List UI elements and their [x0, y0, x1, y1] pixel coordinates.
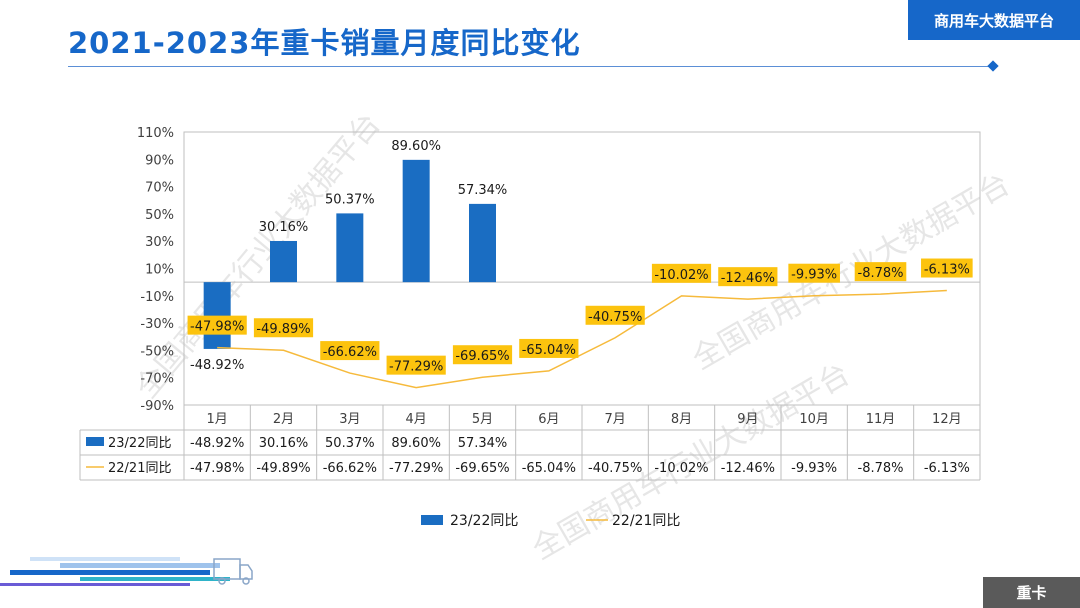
x-tick-label: 10月: [799, 412, 829, 427]
line-label-box: [585, 305, 645, 325]
line-data-label: -6.13%: [924, 263, 970, 278]
legend-key-bar: [86, 437, 104, 446]
line-data-label: -49.89%: [256, 322, 310, 337]
table-cell: -49.89%: [256, 461, 310, 476]
table-cell: -10.02%: [654, 461, 708, 476]
line-data-label: -8.78%: [858, 266, 904, 281]
table-cell: -8.78%: [858, 461, 904, 476]
line-data-label: -10.02%: [654, 268, 708, 283]
table-cell: -77.29%: [389, 461, 443, 476]
y-tick-label: -10%: [140, 290, 174, 305]
x-tick-label: 4月: [406, 412, 427, 427]
legend-label: 22/21同比: [612, 513, 680, 529]
table-row-header: 23/22同比: [108, 436, 171, 451]
line-data-label: -9.93%: [791, 268, 837, 283]
y-tick-label: -50%: [140, 344, 174, 359]
bar-data-label: 50.37%: [325, 192, 375, 207]
y-tick-label: 50%: [145, 208, 174, 223]
legend-label: 23/22同比: [450, 513, 518, 529]
line-label-box: [320, 341, 380, 361]
page-title: 2021-2023年重卡销量月度同比变化: [68, 26, 581, 60]
x-tick-label: 2月: [273, 412, 294, 427]
brand-badge: 商用车大数据平台: [908, 0, 1080, 40]
y-tick-label: 90%: [145, 153, 174, 168]
bar: [270, 240, 297, 283]
x-tick-label: 6月: [538, 412, 559, 427]
table-cell: -69.65%: [455, 461, 509, 476]
table-cell: 50.37%: [325, 436, 375, 451]
line-label-box: [253, 318, 314, 338]
line-data-label: -66.62%: [323, 345, 377, 360]
y-tick-label: 110%: [137, 126, 174, 141]
x-tick-label: 1月: [207, 412, 228, 427]
table-cell: -9.93%: [791, 461, 837, 476]
title-divider: [68, 66, 994, 67]
y-tick-label: -30%: [140, 317, 174, 332]
x-tick-label: 9月: [737, 412, 758, 427]
line-label-box: [187, 315, 247, 335]
category-tag: 重卡: [983, 577, 1080, 608]
y-tick-label: -70%: [140, 372, 174, 387]
truck-stripes-decoration: [0, 557, 253, 586]
bar-data-label: 57.34%: [458, 183, 508, 198]
bar: [336, 213, 364, 283]
line-label-box: [788, 263, 840, 283]
y-tick-label: 10%: [145, 263, 174, 278]
truck-icon: [213, 558, 253, 585]
x-tick-label: 11月: [866, 412, 896, 427]
bar: [469, 203, 496, 283]
bar: [402, 159, 430, 283]
table-cell: -47.98%: [190, 461, 244, 476]
line-label-box: [386, 355, 446, 375]
table-cell: -65.04%: [522, 461, 576, 476]
x-tick-label: 3月: [339, 412, 360, 427]
legend-key-bar: [421, 515, 443, 525]
table-row-header: 22/21同比: [108, 461, 171, 476]
line-series: [217, 289, 947, 389]
line-label-box: [921, 258, 973, 278]
line-data-label: -40.75%: [588, 310, 642, 325]
x-tick-label: 12月: [932, 412, 962, 427]
line-label-box: [519, 338, 579, 358]
table-cell: -12.46%: [721, 461, 775, 476]
line-label-box: [452, 345, 513, 365]
x-tick-label: 7月: [605, 412, 626, 427]
table-cell: -6.13%: [924, 461, 970, 476]
x-tick-label: 5月: [472, 412, 493, 427]
line-data-label: -12.46%: [721, 271, 775, 286]
bar-data-label: -48.92%: [190, 358, 244, 373]
line-label-box: [718, 267, 778, 287]
table-cell: -66.62%: [323, 461, 377, 476]
line-label-box: [651, 263, 712, 283]
table-cell: 89.60%: [391, 436, 441, 451]
table-cell: -40.75%: [588, 461, 642, 476]
y-tick-label: 30%: [145, 235, 174, 250]
table-cell: -48.92%: [190, 436, 244, 451]
y-tick-label: 70%: [145, 181, 174, 196]
bar-data-label: 89.60%: [391, 139, 441, 154]
line-data-label: -77.29%: [389, 360, 443, 375]
table-cell: 57.34%: [458, 436, 508, 451]
y-tick-label: -90%: [140, 399, 174, 414]
bar: [203, 282, 231, 349]
line-data-label: -69.65%: [455, 349, 509, 364]
table-cell: 30.16%: [259, 436, 309, 451]
line-label-box: [854, 262, 907, 282]
bar-data-label: 30.16%: [259, 220, 309, 235]
x-tick-label: 8月: [671, 412, 692, 427]
line-data-label: -47.98%: [190, 320, 244, 335]
line-data-label: -65.04%: [522, 343, 576, 358]
speed-stripes: [0, 557, 230, 586]
